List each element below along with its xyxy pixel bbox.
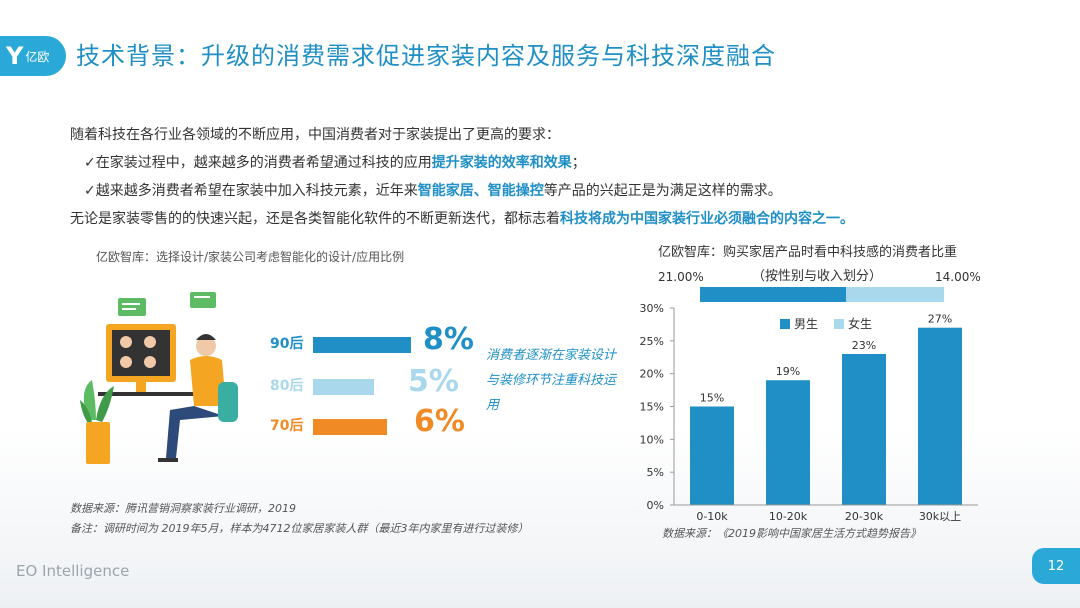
intro-line-3: ✓越来越多消费者希望在家装中加入科技元素，近年来智能家居、智能操控等产品的兴起正… bbox=[84, 180, 782, 200]
row-label-90: 90后 bbox=[270, 336, 304, 352]
y-tick-label: 25% bbox=[640, 335, 664, 348]
legend-female-label: 女生 bbox=[848, 316, 872, 331]
logo-text: 亿欧 bbox=[25, 49, 50, 64]
female-share-value: 14.00% bbox=[935, 270, 981, 284]
income-bar bbox=[918, 327, 962, 505]
intro-line-4-highlight: 科技将成为中国家装行业必须融合的内容之一。 bbox=[560, 211, 854, 227]
intro-line-3-end: 等产品的兴起正是为满足这样的需求。 bbox=[543, 183, 782, 199]
intro-line-2-end: ； bbox=[571, 155, 586, 171]
y-tick-label: 15% bbox=[640, 401, 664, 414]
right-source: 数据来源：《2019影响中国家居生活方式趋势报告》 bbox=[662, 527, 921, 540]
legend-male-label: 男生 bbox=[794, 317, 818, 331]
insight-note: 消费者逐渐在家装设计与装修环节注重科技运用 bbox=[486, 348, 617, 413]
bar-value-label: 19% bbox=[776, 365, 800, 378]
chat-bubble-icon bbox=[118, 298, 146, 316]
page-number: 12 bbox=[1032, 548, 1080, 584]
age-bar-80 bbox=[313, 379, 374, 395]
legend-male-swatch bbox=[780, 319, 790, 329]
person-icon bbox=[196, 336, 216, 356]
bar-value-label: 23% bbox=[852, 339, 876, 352]
x-tick-label: 20-30k bbox=[845, 510, 884, 523]
footer-brand: EO Intelligence bbox=[16, 562, 130, 580]
x-tick-label: 10-20k bbox=[769, 510, 808, 523]
y-tick-label: 20% bbox=[640, 368, 664, 381]
right-caption-2: （按性别与收入划分） bbox=[752, 269, 883, 284]
right-caption-1: 亿欧智库：购买家居产品时看中科技感的消费者比重 bbox=[658, 245, 958, 260]
brand-logo: Y 亿欧 bbox=[0, 36, 66, 76]
left-caption: 亿欧智库：选择设计/家装公司考虑智能化的设计/应用比例 bbox=[96, 250, 405, 264]
age-bar-90 bbox=[313, 337, 411, 353]
intro-line-2-text: ✓在家装过程中，越来越多的消费者希望通过科技的应用 bbox=[84, 155, 432, 171]
y-tick-label: 10% bbox=[640, 433, 664, 446]
gender-share-bar bbox=[700, 287, 944, 302]
intro-line-1: 随着科技在各行业各领域的不断应用，中国消费者对于家装提出了更高的要求： bbox=[70, 127, 560, 143]
intro-line-4: 无论是家装零售的的快速兴起，还是各类智能化软件的不断更新迭代，都标志着科技将成为… bbox=[70, 208, 854, 228]
logo-mark: Y bbox=[6, 42, 24, 70]
x-axis: 0-10k 10-20k 20-30k 30k以上 bbox=[674, 504, 978, 523]
male-share-segment bbox=[700, 287, 847, 302]
income-bar-chart: 0% 5% 10% 15% 20% 25% 30% 15% 19% 23% 27% 0-10k 10… bbox=[640, 302, 978, 523]
y-tick-label: 0% bbox=[647, 499, 664, 512]
row-value-80: 5% bbox=[408, 364, 459, 399]
bar-value-label: 27% bbox=[928, 313, 952, 326]
left-source: 数据来源：腾讯营销洞察家装行业调研，2019 bbox=[70, 502, 296, 515]
x-tick-label: 30k以上 bbox=[919, 510, 961, 523]
x-tick-label: 0-10k bbox=[696, 510, 728, 523]
intro-line-3-highlight: 智能家居、智能操控 bbox=[417, 183, 544, 199]
y-tick-label: 30% bbox=[640, 302, 664, 315]
bars: 15% 19% 23% 27% bbox=[690, 313, 962, 505]
y-axis: 0% 5% 10% 15% 20% 25% 30% bbox=[640, 302, 675, 512]
income-bar bbox=[766, 380, 810, 505]
female-share-segment bbox=[846, 287, 944, 302]
row-value-90: 8% bbox=[423, 322, 474, 357]
chat-bubble-icon-2 bbox=[190, 292, 216, 308]
age-bar-70 bbox=[313, 419, 387, 435]
legend: 男生 女生 bbox=[780, 316, 872, 331]
row-label-80: 80后 bbox=[270, 378, 304, 394]
row-label-70: 70后 bbox=[270, 418, 304, 434]
intro-line-3-text: ✓越来越多消费者希望在家装中加入科技元素，近年来 bbox=[84, 183, 418, 199]
income-bar bbox=[690, 406, 734, 505]
video-conference-illustration bbox=[80, 292, 238, 464]
left-remark: 备注：调研时间为 2019年5月，样本为4712位家居家装人群（最近3年内家里有… bbox=[70, 522, 529, 535]
intro-line-2: ✓在家装过程中，越来越多的消费者希望通过科技的应用提升家装的效率和效果； bbox=[84, 152, 586, 172]
income-bar bbox=[842, 353, 886, 505]
page-title: 技术背景：升级的消费需求促进家装内容及服务与科技深度融合 bbox=[76, 42, 776, 70]
male-share-value: 21.00% bbox=[658, 270, 704, 284]
bar-value-label: 15% bbox=[700, 392, 724, 405]
y-tick-label: 5% bbox=[647, 466, 664, 479]
intro-line-4-text: 无论是家装零售的的快速兴起，还是各类智能化软件的不断更新迭代，都标志着 bbox=[70, 211, 560, 227]
legend-female-swatch bbox=[834, 319, 844, 329]
row-value-70: 6% bbox=[414, 404, 465, 439]
intro-line-2-highlight: 提升家装的效率和效果 bbox=[431, 155, 572, 171]
